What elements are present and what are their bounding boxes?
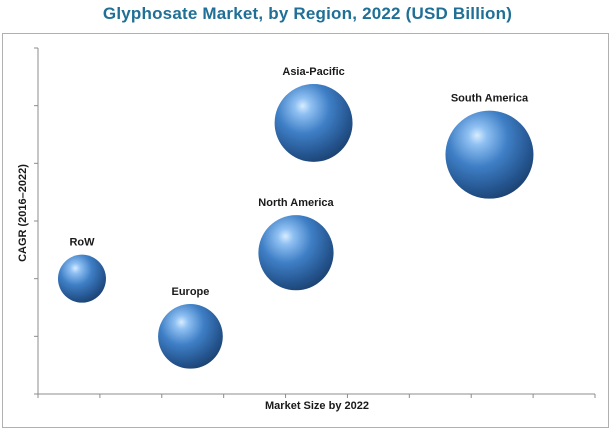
y-axis-title: CAGR (2016–2022) bbox=[17, 164, 29, 262]
bubble-label-asia-pacific: Asia-Pacific bbox=[282, 66, 344, 78]
bubble-label-row: RoW bbox=[69, 237, 95, 249]
bubble-asia-pacific bbox=[274, 84, 353, 162]
x-axis-title: Market Size by 2022 bbox=[265, 400, 369, 412]
bubble-europe bbox=[158, 303, 223, 369]
bubble-label-europe: Europe bbox=[171, 286, 209, 298]
bubble-label-north-america: North America bbox=[258, 197, 334, 209]
bubble-south-america bbox=[445, 110, 534, 199]
bubble-row bbox=[57, 254, 106, 303]
bubble-label-south-america: South America bbox=[451, 93, 529, 105]
chart-title: Glyphosate Market, by Region, 2022 (USD … bbox=[102, 4, 513, 23]
bubble-north-america bbox=[258, 215, 334, 291]
